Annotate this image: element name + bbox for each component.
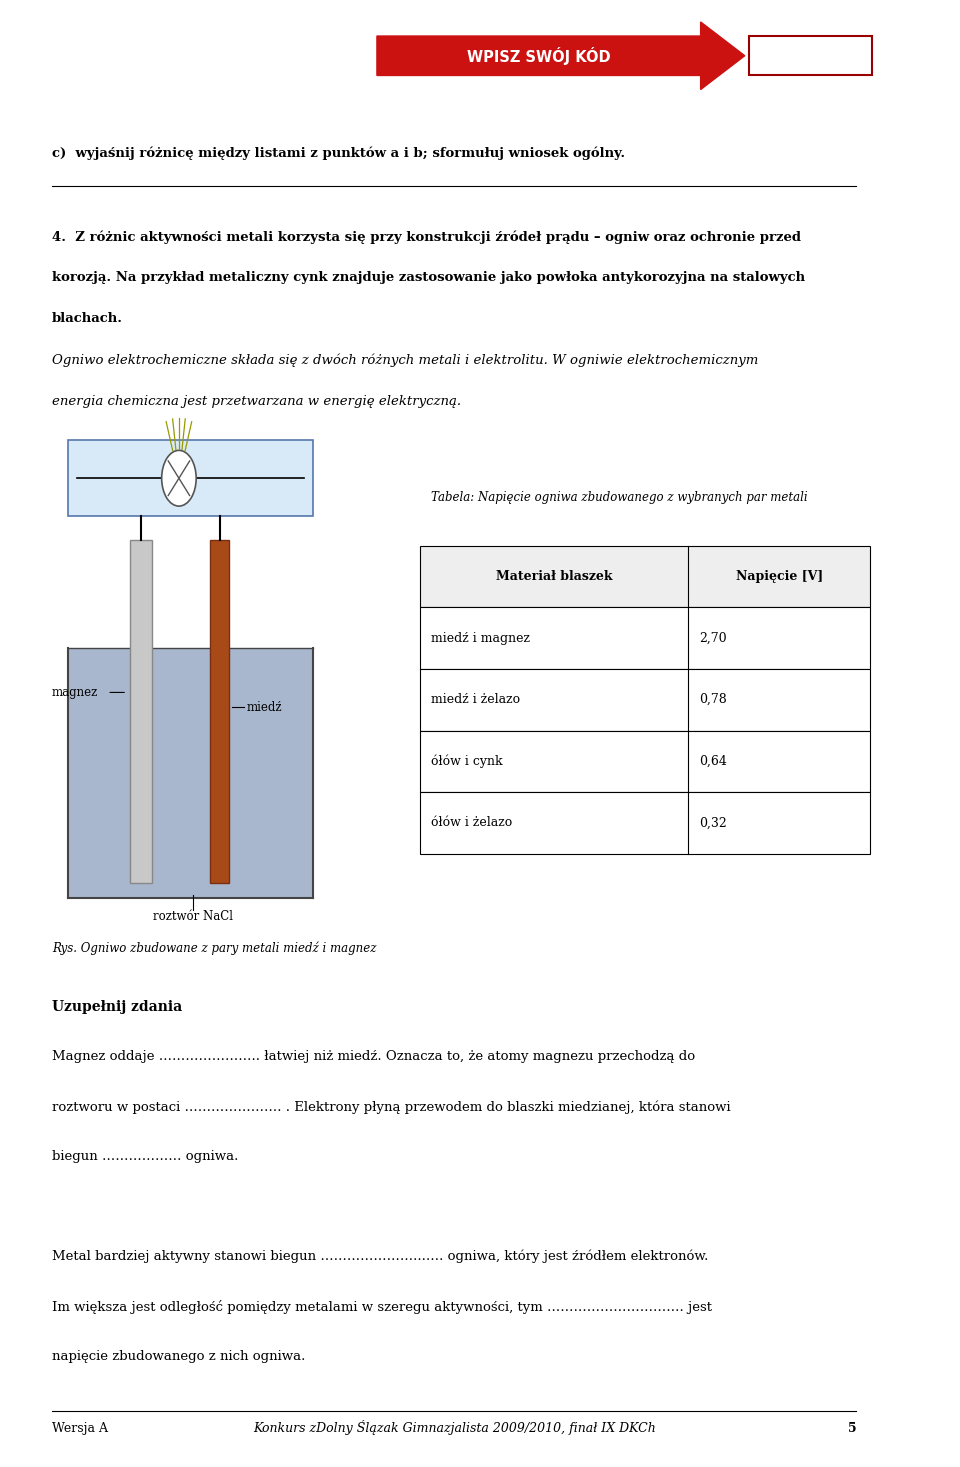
Text: energia chemiczna jest przetwarzana w energię elektryczną.: energia chemiczna jest przetwarzana w en… [52,395,461,408]
Text: Uzupełnij zdania: Uzupełnij zdania [52,1000,182,1015]
Text: blachach.: blachach. [52,312,123,326]
FancyBboxPatch shape [420,607,870,669]
FancyBboxPatch shape [68,440,313,516]
Text: WPISZ SWÓJ KÓD: WPISZ SWÓJ KÓD [467,47,611,65]
FancyBboxPatch shape [420,669,870,731]
Text: magnez: magnez [52,687,98,698]
Text: miedź i magnez: miedź i magnez [430,632,530,644]
Text: ółów i żelazo: ółów i żelazo [430,817,512,829]
Text: Ogniwo elektrochemiczne składa się z dwóch różnych metali i elektrolitu. W ogniw: Ogniwo elektrochemiczne składa się z dwó… [52,354,758,367]
Text: 2,70: 2,70 [699,632,727,644]
Polygon shape [68,648,313,898]
FancyBboxPatch shape [750,37,872,75]
Text: ółów i cynk: ółów i cynk [430,754,502,769]
Text: 0,64: 0,64 [699,756,728,767]
Text: 0,32: 0,32 [699,817,727,829]
Text: Konkurs zDolny Ślązak Gimnazjalista 2009/2010, finał IX DKCh: Konkurs zDolny Ślązak Gimnazjalista 2009… [252,1420,656,1435]
Text: żarówka świeci: żarówka świeci [98,483,189,496]
Text: 4.  Z różnic aktywności metali korzysta się przy konstrukcji źródeł prądu – ogni: 4. Z różnic aktywności metali korzysta s… [52,230,801,244]
Text: Rys. Ogniwo zbudowane z pary metali miedź i magnez: Rys. Ogniwo zbudowane z pary metali mied… [52,942,376,955]
Text: roztworu w postaci …………………. . Elektrony płyną przewodem do blaszki miedzianej, k: roztworu w postaci …………………. . Elektrony … [52,1100,731,1113]
Text: c)  wyjaśnij różnicę między listami z punktów a i b; sformułuj wniosek ogólny.: c) wyjaśnij różnicę między listami z pun… [52,147,625,160]
Text: Metal bardziej aktywny stanowi biegun …………………...…. ogniwa, który jest źródłem el: Metal bardziej aktywny stanowi biegun ……… [52,1250,708,1263]
Text: 0,78: 0,78 [699,694,727,706]
FancyBboxPatch shape [130,540,152,883]
Text: Im większa jest odległość pomiędzy metalami w szeregu aktywności, tym …………………………: Im większa jest odległość pomiędzy metal… [52,1300,712,1314]
FancyBboxPatch shape [420,546,870,607]
Text: Napięcie [V]: Napięcie [V] [735,571,823,582]
Text: Materiał blaszek: Materiał blaszek [495,571,612,582]
Text: Tabela: Napięcie ogniwa zbudowanego z wybranych par metali: Tabela: Napięcie ogniwa zbudowanego z wy… [431,491,808,505]
Text: miedź i żelazo: miedź i żelazo [430,694,519,706]
Text: Magnez oddaje ………………….. łatwiej niż miedź. Oznacza to, że atomy magnezu przechod: Magnez oddaje ………………….. łatwiej niż mied… [52,1050,695,1064]
FancyBboxPatch shape [210,540,229,883]
Text: napięcie zbudowanego z nich ogniwa.: napięcie zbudowanego z nich ogniwa. [52,1350,305,1363]
Text: korozją. Na przykład metaliczny cynk znajduje zastosowanie jako powłoka antykoro: korozją. Na przykład metaliczny cynk zna… [52,271,805,285]
Text: miedź: miedź [247,701,282,713]
Polygon shape [377,22,745,89]
Text: roztwór NaCl: roztwór NaCl [154,910,233,923]
FancyBboxPatch shape [420,731,870,792]
Circle shape [161,450,196,506]
Text: Wersja A: Wersja A [52,1422,108,1435]
Text: biegun ……………… ogniwa.: biegun ……………… ogniwa. [52,1150,238,1163]
Text: 5: 5 [848,1422,856,1435]
FancyBboxPatch shape [420,792,870,854]
